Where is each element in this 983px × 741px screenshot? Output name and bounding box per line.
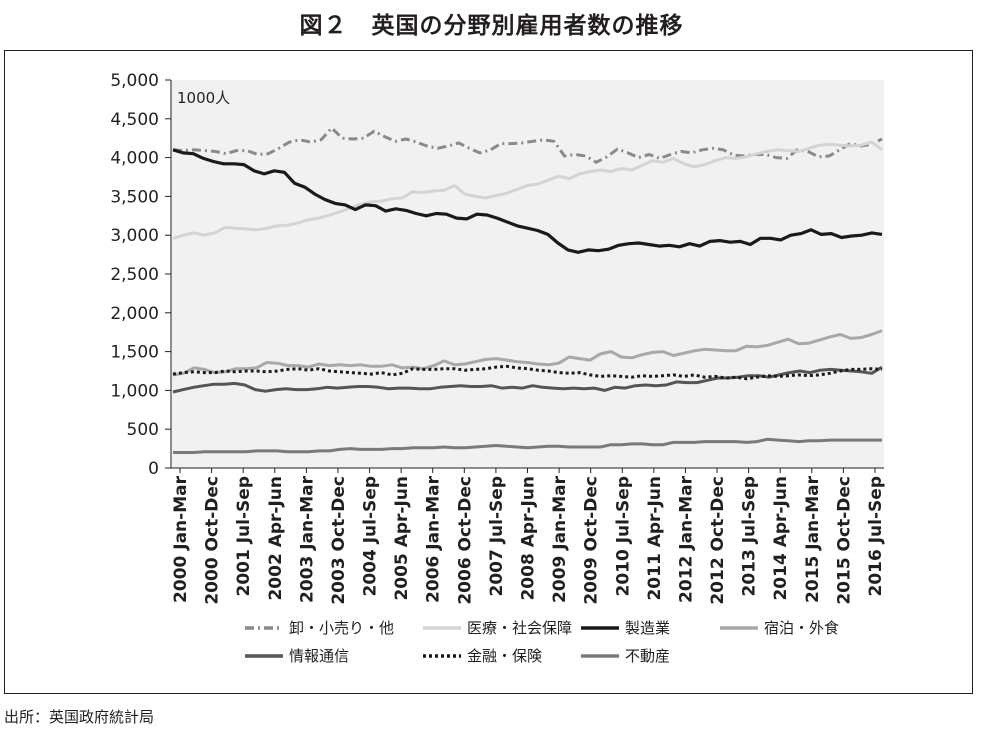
series-line-6	[173, 437, 882, 454]
x-tick-label: 2015 Oct-Dec	[834, 476, 854, 605]
legend-label-0: 卸・小売り・他	[289, 619, 394, 637]
x-tick-label: 2007 Jul-Sep	[487, 476, 507, 597]
legend-label-2: 製造業	[625, 619, 670, 637]
x-tick-label: 2000 Oct-Dec	[203, 476, 223, 605]
x-axis: 2000 Jan-Mar 2000 Oct-Dec 2001 Jul-Sep 2002…	[171, 467, 886, 605]
x-tick-label: 2016 Jul-Sep	[866, 476, 886, 597]
series-line-0	[172, 126, 883, 164]
y-tick-label: 2,500	[110, 265, 159, 285]
y-tick-label: 3,000	[110, 226, 159, 246]
x-tick-label: 2005 Apr-Jun	[392, 476, 412, 601]
x-tick-label: 2003 Jan-Mar	[297, 475, 317, 603]
x-tick-label: 2015 Jan-Mar	[803, 475, 823, 603]
x-tick-label: 2008 Apr-Jun	[519, 476, 539, 601]
line-chart: 0 500 1,000 1,500 2,000 2,500 3,000 3,500 4,000 4…	[110, 71, 886, 665]
series-line-1	[172, 140, 883, 240]
x-tick-label: 2012 Jan-Mar	[676, 475, 696, 603]
x-tick-label: 2006 Oct-Dec	[455, 476, 475, 605]
x-tick-label: 2006 Jan-Mar	[424, 475, 444, 603]
x-tick-label: 2010 Jul-Sep	[613, 476, 633, 597]
y-tick-label: 5,000	[110, 71, 159, 91]
y-tick-label: 1,500	[110, 343, 159, 363]
legend-label-5: 金融・保険	[467, 647, 542, 665]
x-tick-label: 2012 Oct-Dec	[708, 476, 728, 605]
series-line-3	[172, 329, 883, 377]
chart-frame: 0 500 1,000 1,500 2,000 2,500 3,000 3,500 4,000 4…	[4, 50, 973, 694]
unit-label: 1000人	[177, 89, 230, 107]
plot-background	[171, 80, 884, 468]
x-tick-label: 2013 Jul-Sep	[740, 476, 760, 597]
y-tick-label: 4,000	[110, 149, 159, 169]
x-tick-label: 2011 Apr-Jun	[645, 476, 665, 601]
x-tick-label: 2002 Apr-Jun	[266, 476, 286, 601]
y-tick-label: 4,500	[110, 110, 159, 130]
series-line-5	[172, 364, 883, 381]
legend-label-6: 不動産	[625, 647, 670, 665]
y-axis: 0 500 1,000 1,500 2,000 2,500 3,000 3,500 4,000 4…	[110, 71, 172, 479]
chart-title: 図２ 英国の分野別雇用者数の推移	[299, 13, 684, 39]
y-tick-label: 1,000	[110, 381, 159, 401]
x-tick-label: 2000 Jan-Mar	[171, 475, 191, 603]
x-tick-label: 2009 Jan-Mar	[550, 475, 570, 603]
source-note: 出所：英国政府統計局	[4, 708, 155, 726]
x-tick-label: 2003 Oct-Dec	[329, 476, 349, 605]
series-line-2	[172, 148, 883, 254]
legend-label-3: 宿泊・外食	[764, 619, 839, 637]
x-tick-label: 2009 Oct-Dec	[582, 476, 602, 605]
series-lines	[172, 126, 883, 454]
x-tick-label: 2014 Apr-Jun	[771, 476, 791, 601]
y-tick-label: 0	[148, 459, 159, 479]
y-tick-label: 3,500	[110, 187, 159, 207]
y-tick-label: 2,000	[110, 304, 159, 324]
legend-label-4: 情報通信	[289, 647, 349, 665]
x-tick-label: 2004 Jul-Sep	[361, 476, 381, 597]
x-tick-label: 2001 Jul-Sep	[234, 476, 254, 597]
legend-label-1: 医療・社会保障	[467, 619, 572, 637]
y-tick-label: 500	[127, 420, 159, 440]
